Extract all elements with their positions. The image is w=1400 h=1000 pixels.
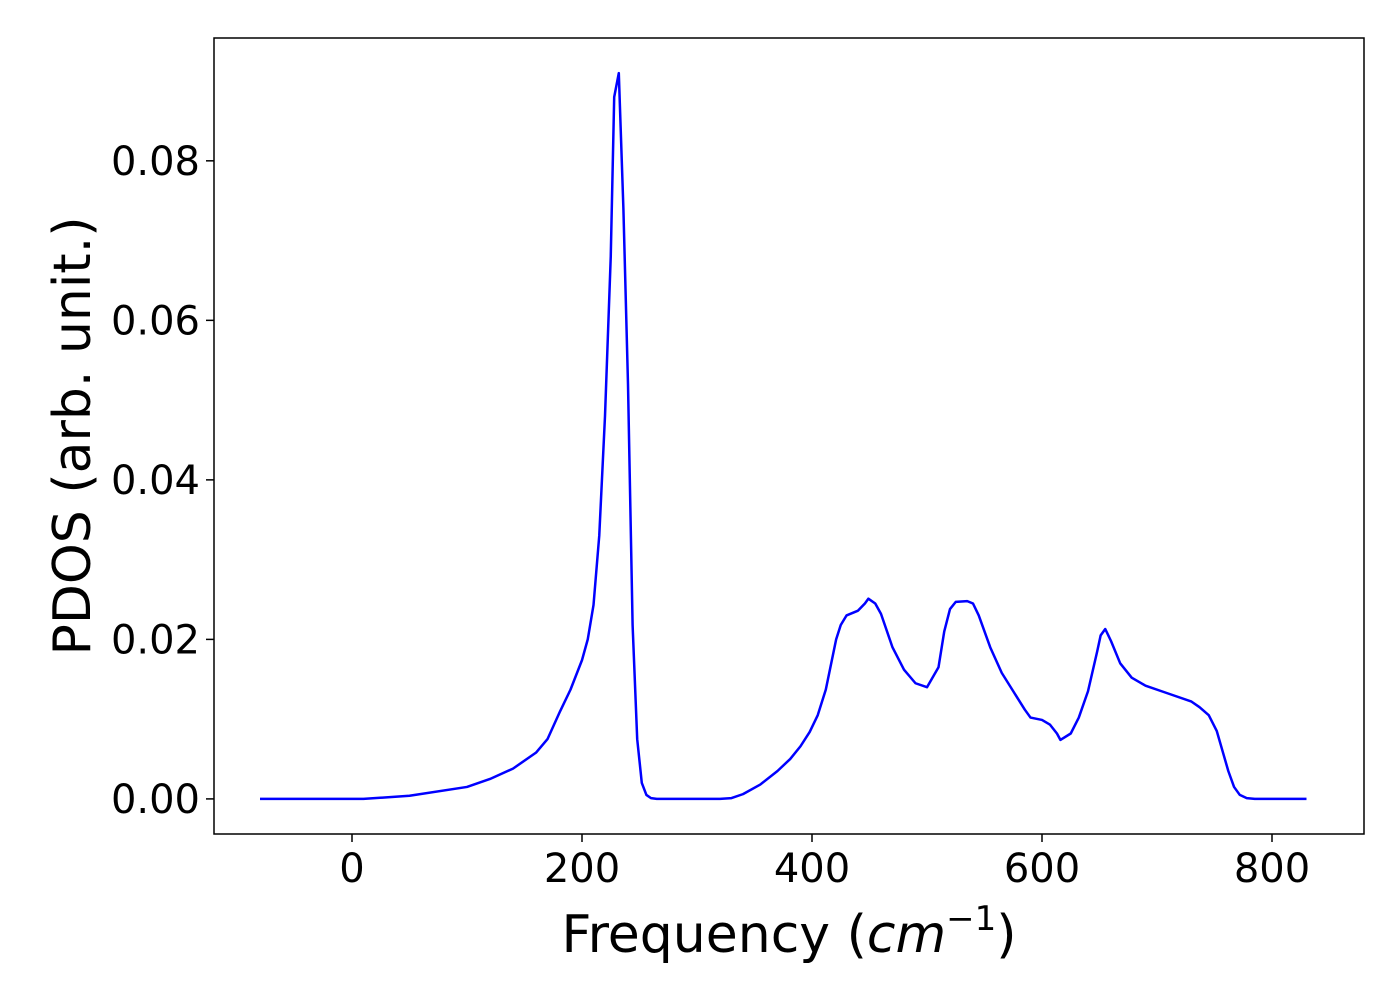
x-tick-label: 0 xyxy=(339,846,364,892)
plot-frame xyxy=(213,37,1365,835)
y-tick-label: 0.02 xyxy=(111,617,200,663)
x-label-text: Frequency ( xyxy=(561,905,866,965)
x-label-close: ) xyxy=(996,905,1016,965)
x-label-exponent: −1 xyxy=(946,899,996,939)
x-tick-label: 800 xyxy=(1234,846,1310,892)
y-tick-label: 0.08 xyxy=(111,139,200,185)
y-tick-label: 0.04 xyxy=(111,458,200,504)
x-tick-label: 200 xyxy=(544,846,620,892)
pdos-line xyxy=(260,71,1307,801)
x-axis-label: Frequency (cm−1) xyxy=(561,899,1016,965)
y-tick-label: 0.06 xyxy=(111,298,200,344)
x-tick-label: 600 xyxy=(1004,846,1080,892)
y-axis-label: PDOS (arb. unit.) xyxy=(43,216,103,655)
x-label-unit: cm xyxy=(867,905,946,965)
y-tick-label: 0.00 xyxy=(111,777,200,823)
x-tick-label: 400 xyxy=(774,846,850,892)
